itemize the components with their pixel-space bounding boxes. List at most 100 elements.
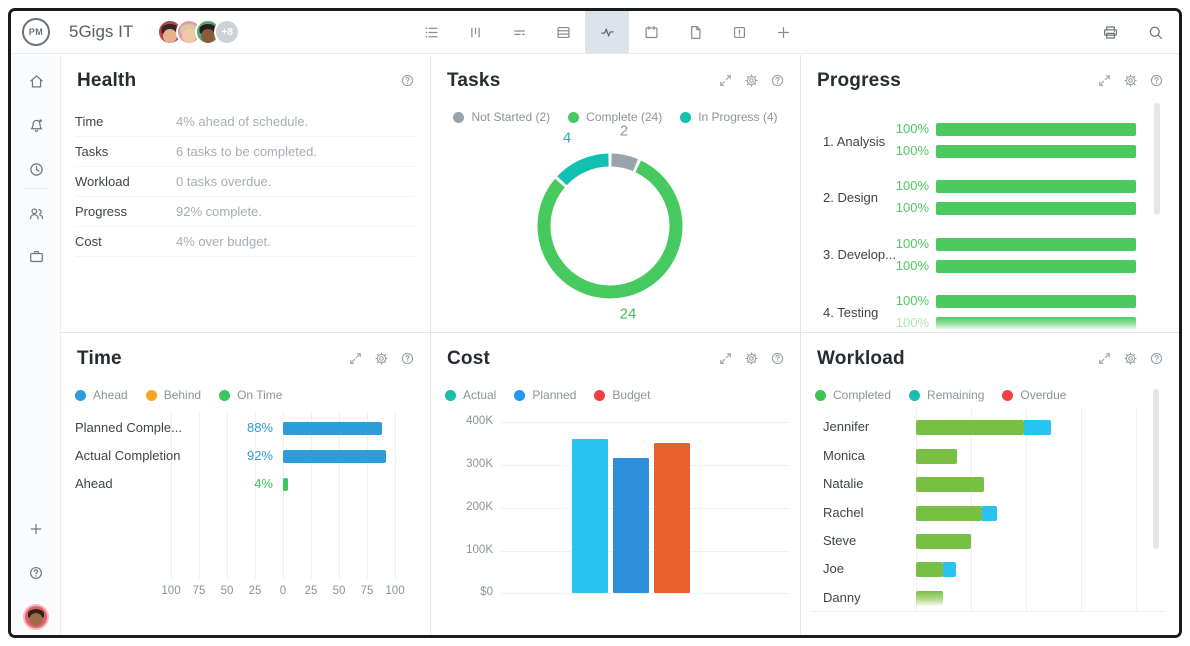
sidebar-item-clock[interactable] [18, 151, 54, 187]
view-tab-table-view[interactable] [541, 11, 585, 53]
gear-icon[interactable] [373, 350, 390, 367]
profile-avatar[interactable] [23, 604, 49, 630]
help-icon[interactable] [1148, 72, 1165, 89]
donut-data-label: 2 [619, 122, 629, 140]
legend-item-ahead[interactable]: Ahead [75, 388, 128, 402]
view-tab-filter-view[interactable] [497, 11, 541, 53]
expand-icon[interactable] [717, 72, 734, 89]
panel-tasks: Tasks Not Started (2) Complete (24) In Pro… [431, 55, 800, 332]
progress-value-label: 100% [895, 258, 929, 273]
time-x-tick: 25 [304, 585, 318, 597]
view-tab-kanban-view[interactable] [453, 11, 497, 53]
legend-dot [568, 111, 580, 123]
legend-item-complete-24-[interactable]: Complete (24) [568, 110, 662, 124]
time-gridline [199, 411, 200, 579]
panel-cost: Cost Actual Planned Budget 400K 300K 200K 100K… [431, 333, 800, 635]
workload-stacked-chart: Completed Remaining Overdue Jennifer Monica N… [801, 333, 1179, 635]
table-view-icon [554, 23, 573, 42]
tasks-donut-chart: Not Started (2) Complete (24) In Progress … [431, 55, 800, 332]
expand-icon[interactable] [717, 350, 734, 367]
pm-logo[interactable]: PM [22, 18, 50, 46]
legend-item-budget[interactable]: Budget [594, 388, 650, 402]
progress-row-label: 2. Design [823, 190, 878, 205]
health-row-value: 4% over budget. [176, 234, 271, 249]
legend-item-planned[interactable]: Planned [514, 388, 576, 402]
filter-view-icon [510, 23, 529, 42]
help-icon[interactable] [769, 72, 786, 89]
sidebar-item-home[interactable] [18, 63, 54, 99]
workload-axis-line [811, 611, 1165, 612]
view-tab-document-view[interactable] [673, 11, 717, 53]
app-window: PM 5Gigs IT +8 Health Time 4% ahead of sc… [8, 8, 1182, 638]
help-icon[interactable] [769, 350, 786, 367]
time-x-tick: 0 [279, 585, 287, 597]
panel-title-time: Time [77, 348, 122, 369]
time-bar-chart: Ahead Behind On Time 100 75 50 25 0 25 50 75 100 Pla… [61, 333, 430, 635]
legend-item-behind[interactable]: Behind [145, 388, 201, 402]
time-value-label: 92% [246, 448, 273, 463]
view-tab-activity-view[interactable] [585, 11, 629, 53]
gear-icon[interactable] [1122, 350, 1139, 367]
health-row: Cost 4% over budget. [75, 227, 414, 257]
legend-dot [514, 389, 526, 401]
legend-item-actual[interactable]: Actual [445, 388, 496, 402]
legend-label: Budget [612, 388, 651, 402]
time-gridline [283, 411, 284, 579]
workload-bar-completed [916, 561, 943, 577]
view-tab-add-view[interactable] [761, 11, 805, 53]
time-value-label: 88% [246, 420, 273, 435]
project-title: 5Gigs IT [69, 22, 134, 41]
health-row-value: 92% complete. [176, 204, 262, 219]
cost-column-chart: Actual Planned Budget 400K 300K 200K 100K $0 [431, 333, 800, 635]
workload-row-label: Rachel [823, 505, 864, 520]
legend-item-in-progress-4-[interactable]: In Progress (4) [680, 110, 778, 124]
view-tab-alert-board[interactable] [717, 11, 761, 53]
avatar-overflow-badge[interactable]: +8 [214, 19, 241, 45]
sidebar-item-users[interactable] [18, 195, 54, 231]
workload-row-label: Joe [823, 561, 844, 576]
workload-scrollbar[interactable] [1153, 389, 1159, 549]
help-icon[interactable] [399, 350, 416, 367]
sidebar-item-bell[interactable] [18, 107, 54, 143]
workload-bar-remaining [982, 505, 997, 521]
help-icon[interactable] [399, 72, 416, 89]
sidebar-item-briefcase[interactable] [18, 238, 54, 274]
sidebar-item-help[interactable] [18, 555, 54, 591]
gear-icon[interactable] [1122, 72, 1139, 89]
sidebar-item-plus[interactable] [18, 511, 54, 547]
bell-icon [27, 116, 46, 135]
health-row-value: 6 tasks to be completed. [176, 144, 317, 159]
legend-item-overdue[interactable]: Overdue [1002, 388, 1066, 402]
legend-item-on-time[interactable]: On Time [219, 388, 282, 402]
app-logo[interactable]: PM [11, 18, 61, 46]
progress-scrollbar[interactable] [1154, 103, 1160, 215]
expand-icon[interactable] [1096, 72, 1113, 89]
health-row-label: Cost [75, 234, 102, 249]
legend-item-not-started-2-[interactable]: Not Started (2) [453, 110, 550, 124]
chart-legend: Actual Planned Budget [445, 388, 650, 402]
time-row-label: Planned Comple... [75, 420, 182, 435]
donut-segment-in-progress [557, 153, 609, 186]
progress-bar [936, 238, 1136, 251]
view-tab-calendar-view[interactable] [629, 11, 673, 53]
home-icon [27, 72, 46, 91]
view-tab-list-view[interactable] [409, 11, 453, 53]
legend-item-remaining[interactable]: Remaining [909, 388, 984, 402]
legend-dot [909, 389, 921, 401]
plus-icon [27, 520, 45, 538]
legend-item-completed[interactable]: Completed [815, 388, 891, 402]
workload-bar-completed [916, 448, 957, 464]
workload-row-label: Monica [823, 448, 865, 463]
workload-gridline [1136, 409, 1137, 611]
calendar-view-icon [642, 23, 661, 42]
gear-icon[interactable] [743, 350, 760, 367]
gear-icon[interactable] [743, 72, 760, 89]
sidebar [11, 55, 61, 635]
avatar-face [29, 613, 43, 627]
printer-icon[interactable] [1101, 23, 1120, 42]
help-icon[interactable] [1148, 350, 1165, 367]
expand-icon[interactable] [347, 350, 364, 367]
expand-icon[interactable] [1096, 350, 1113, 367]
search-icon[interactable] [1146, 23, 1165, 42]
legend-label: Completed [833, 388, 892, 402]
